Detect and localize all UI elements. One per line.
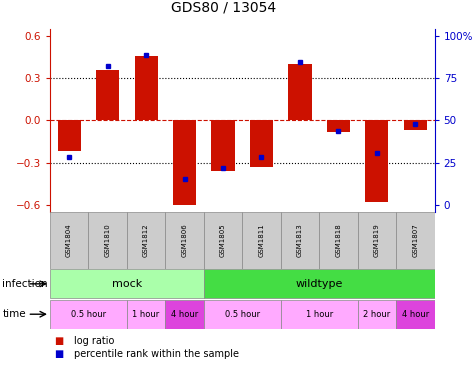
Bar	[127, 300, 165, 329]
Bar	[327, 120, 350, 132]
Text: 4 hour: 4 hour	[171, 310, 198, 319]
Text: wildtype: wildtype	[295, 279, 343, 289]
Text: ■: ■	[55, 336, 64, 346]
Bar	[204, 300, 281, 329]
Bar	[57, 120, 81, 152]
Bar	[319, 212, 358, 269]
Bar	[288, 64, 312, 120]
Text: time: time	[2, 309, 26, 319]
Bar	[134, 56, 158, 120]
Bar	[250, 120, 273, 167]
Bar	[396, 300, 435, 329]
Text: GSM1807: GSM1807	[412, 223, 418, 257]
Text: GDS80 / 13054: GDS80 / 13054	[171, 0, 276, 14]
Bar	[211, 120, 235, 171]
Text: 4 hour: 4 hour	[402, 310, 429, 319]
Bar	[204, 269, 435, 298]
Bar	[50, 212, 88, 269]
Bar	[127, 212, 165, 269]
Bar	[204, 212, 242, 269]
Bar	[88, 212, 127, 269]
Text: GSM1818: GSM1818	[335, 223, 342, 257]
Bar	[50, 300, 127, 329]
Bar	[173, 120, 196, 205]
Text: GSM1805: GSM1805	[220, 224, 226, 257]
Text: percentile rank within the sample: percentile rank within the sample	[74, 349, 238, 359]
Bar	[358, 300, 396, 329]
Bar	[50, 269, 204, 298]
Text: GSM1813: GSM1813	[297, 223, 303, 257]
Text: 1 hour: 1 hour	[305, 310, 333, 319]
Bar	[96, 70, 119, 120]
Bar	[396, 212, 435, 269]
Text: ■: ■	[55, 349, 64, 359]
Text: GSM1812: GSM1812	[143, 224, 149, 257]
Text: 2 hour: 2 hour	[363, 310, 390, 319]
Bar	[242, 212, 281, 269]
Text: infection: infection	[2, 279, 48, 289]
Bar	[358, 212, 396, 269]
Text: GSM1804: GSM1804	[66, 224, 72, 257]
Bar	[365, 120, 389, 202]
Text: log ratio: log ratio	[74, 336, 114, 346]
Bar	[165, 300, 204, 329]
Bar	[404, 120, 427, 130]
Text: GSM1819: GSM1819	[374, 223, 380, 257]
Bar	[281, 300, 358, 329]
Text: 0.5 hour: 0.5 hour	[71, 310, 106, 319]
Text: GSM1811: GSM1811	[258, 223, 265, 257]
Bar	[281, 212, 319, 269]
Bar	[165, 212, 204, 269]
Text: mock: mock	[112, 279, 142, 289]
Text: 0.5 hour: 0.5 hour	[225, 310, 260, 319]
Text: 1 hour: 1 hour	[133, 310, 160, 319]
Text: GSM1806: GSM1806	[181, 223, 188, 257]
Text: GSM1810: GSM1810	[104, 223, 111, 257]
